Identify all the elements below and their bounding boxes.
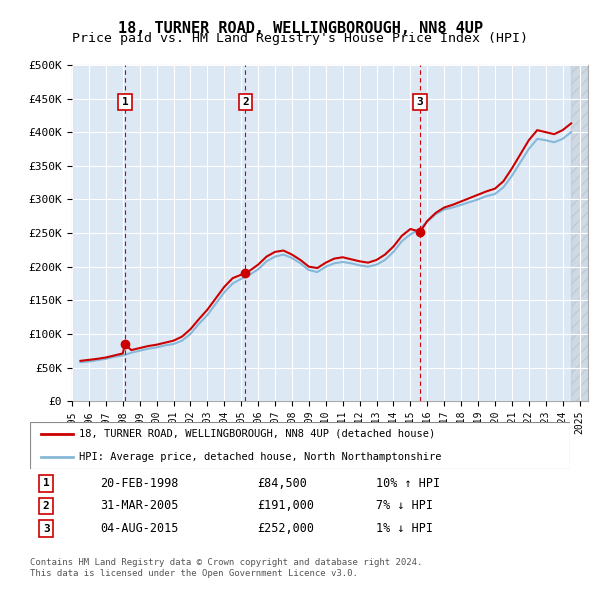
Text: 1: 1 <box>122 97 128 107</box>
FancyBboxPatch shape <box>30 422 570 469</box>
Text: This data is licensed under the Open Government Licence v3.0.: This data is licensed under the Open Gov… <box>30 569 358 578</box>
Text: 7% ↓ HPI: 7% ↓ HPI <box>376 499 433 513</box>
Text: 18, TURNER ROAD, WELLINGBOROUGH, NN8 4UP (detached house): 18, TURNER ROAD, WELLINGBOROUGH, NN8 4UP… <box>79 429 435 438</box>
Text: Price paid vs. HM Land Registry's House Price Index (HPI): Price paid vs. HM Land Registry's House … <box>72 32 528 45</box>
Text: Contains HM Land Registry data © Crown copyright and database right 2024.: Contains HM Land Registry data © Crown c… <box>30 558 422 566</box>
Text: 10% ↑ HPI: 10% ↑ HPI <box>376 477 440 490</box>
Text: 31-MAR-2005: 31-MAR-2005 <box>100 499 179 513</box>
Text: 3: 3 <box>43 523 50 533</box>
Text: 1% ↓ HPI: 1% ↓ HPI <box>376 522 433 535</box>
Text: 2: 2 <box>242 97 249 107</box>
Text: £84,500: £84,500 <box>257 477 307 490</box>
Text: 18, TURNER ROAD, WELLINGBOROUGH, NN8 4UP: 18, TURNER ROAD, WELLINGBOROUGH, NN8 4UP <box>118 21 482 35</box>
Text: 1: 1 <box>43 478 50 489</box>
Text: 3: 3 <box>417 97 424 107</box>
Text: 20-FEB-1998: 20-FEB-1998 <box>100 477 179 490</box>
Bar <box>571 65 588 401</box>
Text: £191,000: £191,000 <box>257 499 314 513</box>
Text: 2: 2 <box>43 501 50 511</box>
Text: 04-AUG-2015: 04-AUG-2015 <box>100 522 179 535</box>
Text: £252,000: £252,000 <box>257 522 314 535</box>
Text: HPI: Average price, detached house, North Northamptonshire: HPI: Average price, detached house, Nort… <box>79 453 441 462</box>
